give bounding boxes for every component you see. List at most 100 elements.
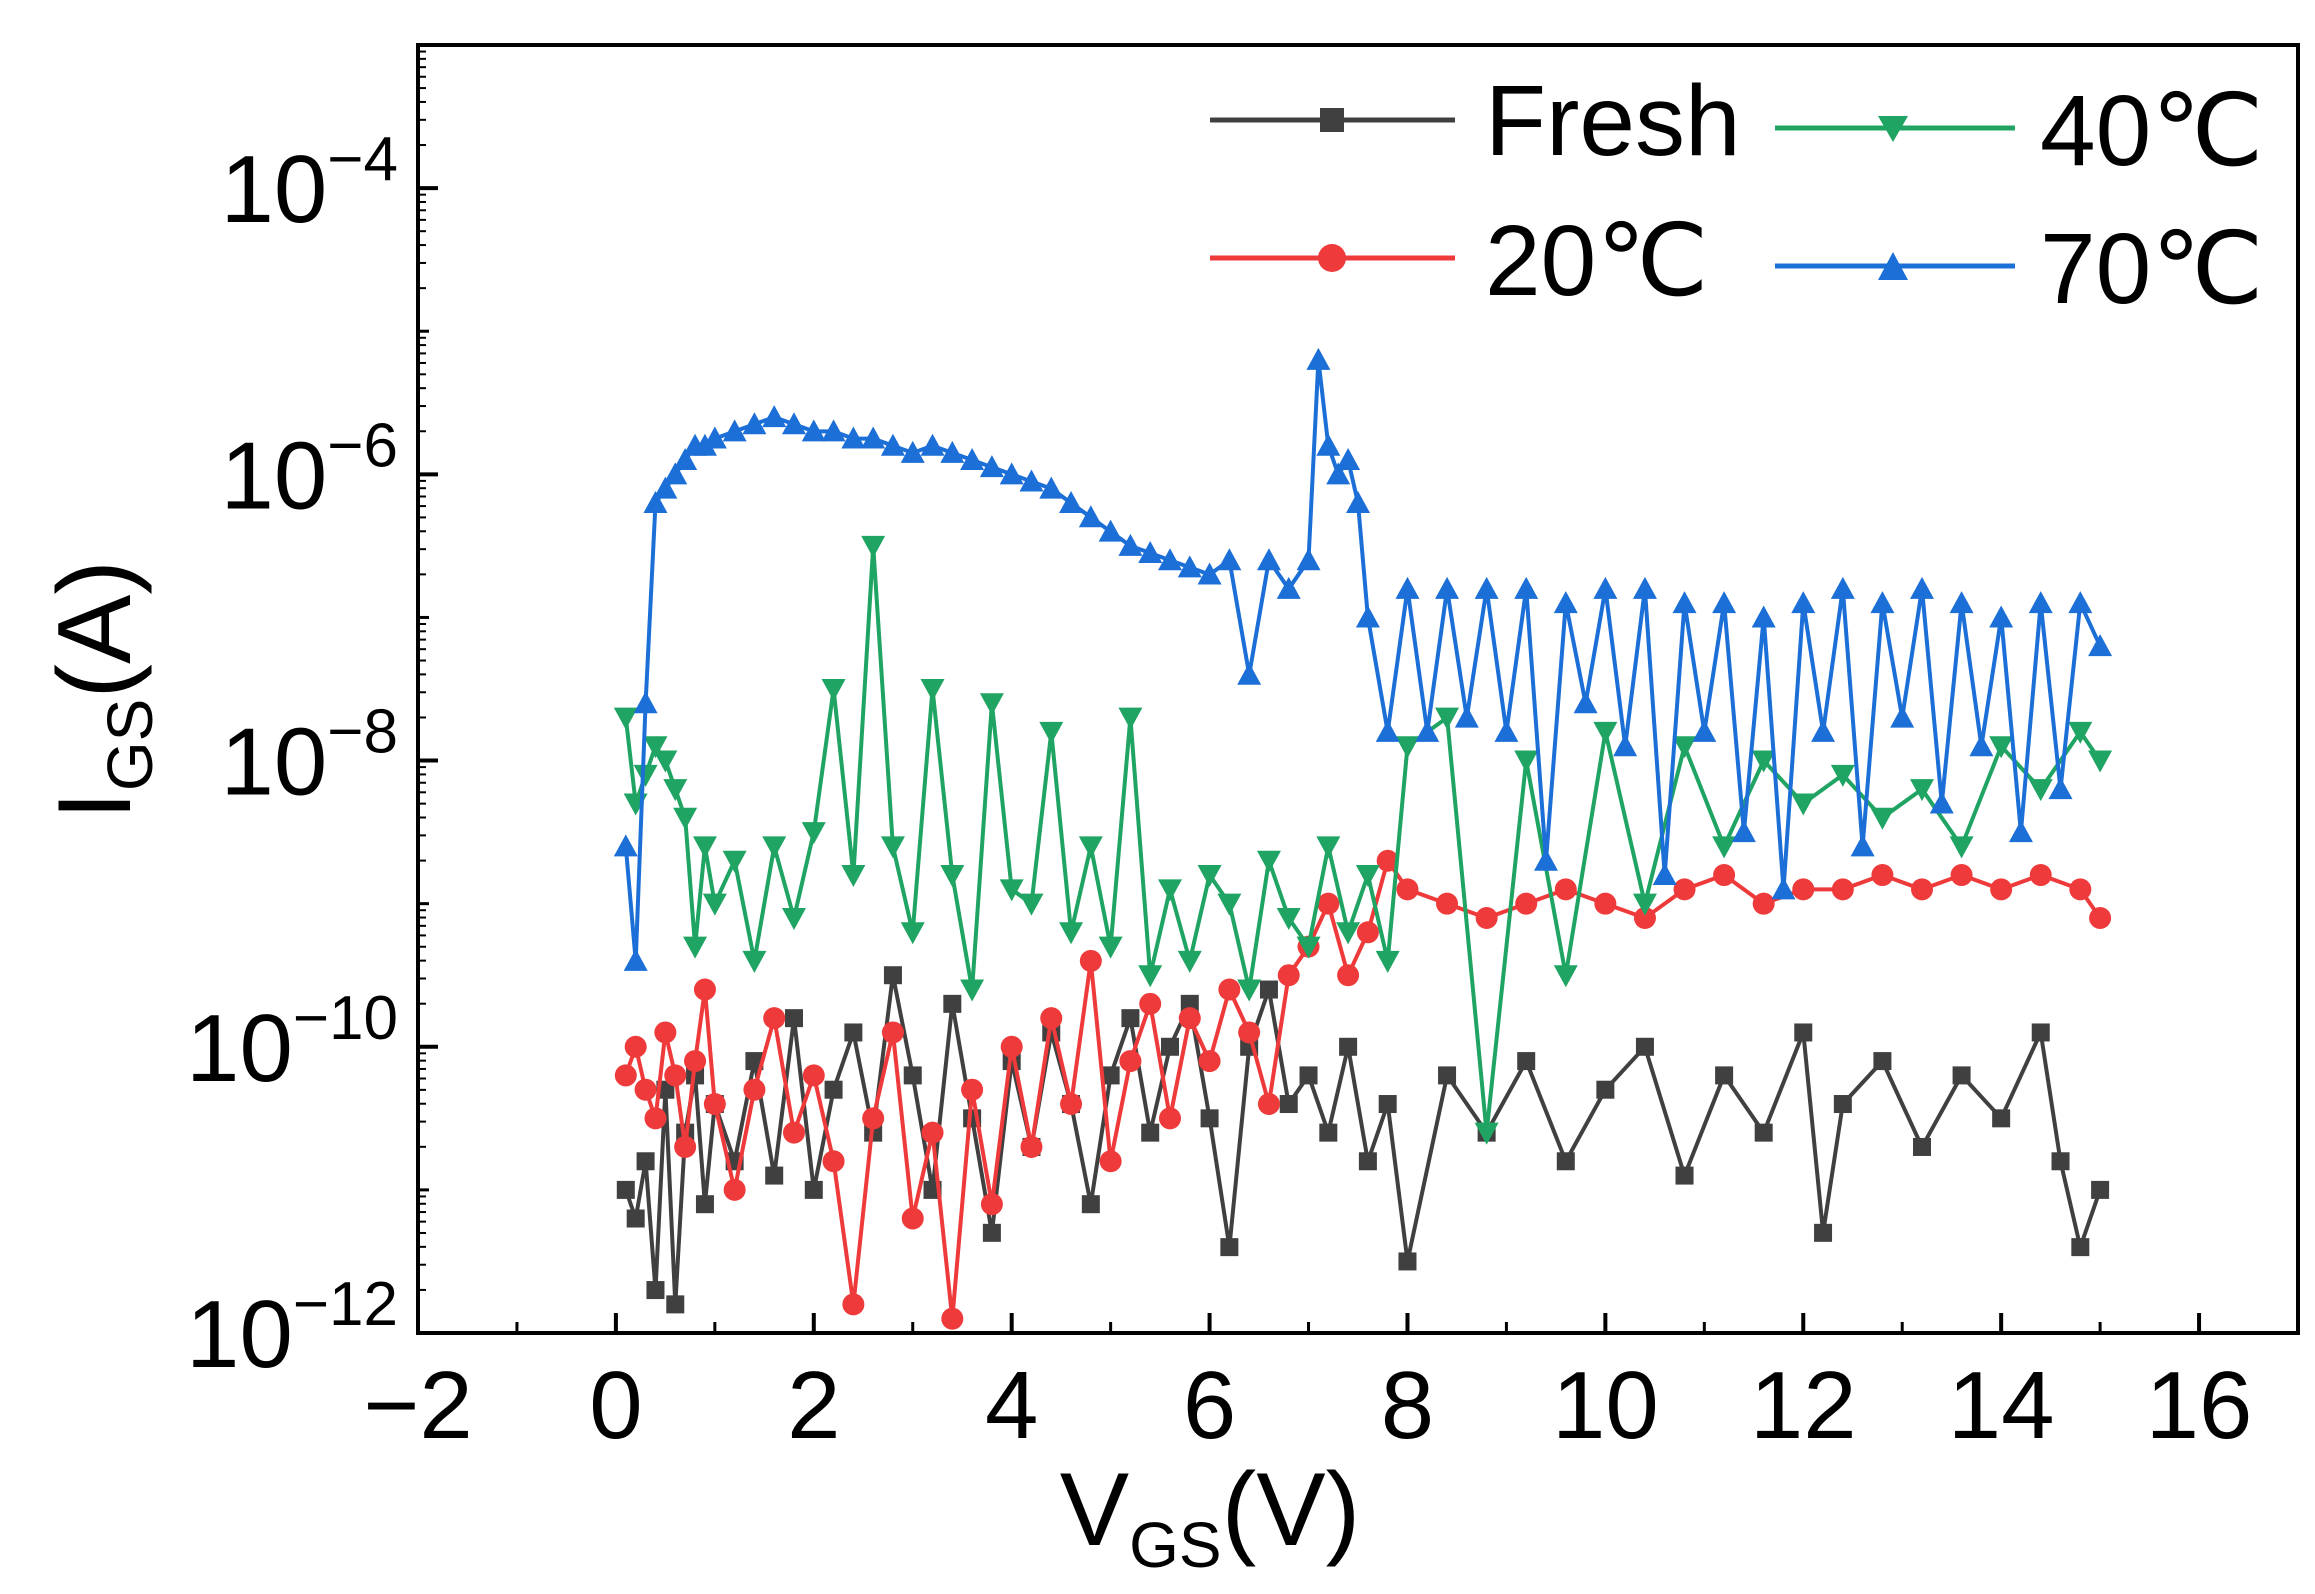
data-point (722, 419, 747, 442)
data-point (1059, 922, 1084, 945)
data-point (743, 1078, 766, 1101)
data-point (1118, 533, 1143, 556)
data-point (1395, 576, 1420, 599)
data-point (1237, 662, 1262, 685)
data-point (1831, 878, 1854, 901)
data-point (1337, 964, 1360, 987)
legend-label-20c: 20℃ (1485, 205, 1709, 317)
data-point (1358, 1152, 1377, 1171)
data-point (1713, 864, 1736, 887)
data-point (1632, 576, 1657, 599)
data-point (1534, 848, 1558, 871)
data-point (1355, 605, 1380, 628)
data-point (1039, 476, 1064, 499)
data-point (1415, 719, 1440, 742)
x-axis-title-sub: GS (1129, 1509, 1221, 1581)
x-tick-label: 8 (1381, 1352, 1434, 1459)
data-point (1596, 1080, 1615, 1099)
data-point (1138, 965, 1163, 988)
x-tick-label: 14 (1948, 1352, 2055, 1459)
data-point (1969, 734, 1994, 757)
data-point (1830, 576, 1855, 599)
data-point (1119, 1050, 1142, 1073)
data-point (663, 462, 688, 485)
data-point (613, 707, 638, 730)
data-point (1296, 936, 1321, 959)
y-tick-label: 10−8 (221, 698, 398, 816)
data-point (821, 419, 846, 442)
data-point (1436, 892, 1459, 915)
data-point (1317, 892, 1340, 915)
data-point (900, 922, 925, 945)
data-point (1316, 433, 1341, 456)
data-point (1435, 576, 1460, 599)
data-point (1731, 820, 1756, 843)
data-point (1197, 865, 1222, 888)
data-point (1474, 1122, 1499, 1145)
data-point (2088, 634, 2113, 657)
data-point (1121, 1009, 1140, 1028)
data-point (921, 1121, 944, 1144)
data-point (1715, 1066, 1734, 1085)
x-axis-title-main: V (1060, 1452, 1129, 1568)
data-point (1306, 347, 1331, 370)
data-point (801, 419, 826, 442)
data-point (2031, 1023, 2050, 1042)
data-point (979, 693, 1004, 716)
data-point (1870, 807, 1895, 830)
data-point (861, 535, 886, 558)
data-point (1594, 892, 1617, 915)
x-tick-label: 6 (1183, 1352, 1236, 1459)
data-point (1632, 893, 1657, 916)
data-point (1197, 562, 1222, 585)
data-point (2048, 777, 2073, 800)
data-point (1138, 541, 1163, 564)
x-tick-label: 2 (787, 1352, 840, 1459)
data-point (1098, 519, 1123, 542)
data-point (1556, 1152, 1575, 1171)
data-point (1141, 1123, 1160, 1142)
data-point (1299, 1066, 1318, 1085)
data-point (1454, 705, 1479, 728)
x-axis-title-unit: (V) (1222, 1452, 1361, 1568)
data-point (782, 412, 806, 435)
data-point (1989, 736, 2014, 759)
data-point (1952, 1066, 1971, 1085)
data-point (1296, 548, 1321, 571)
x-tick-label: −2 (363, 1352, 472, 1459)
data-point (1517, 1052, 1536, 1071)
data-point (664, 1064, 687, 1087)
data-point (636, 1152, 655, 1171)
data-point (616, 1180, 635, 1199)
legend-marker-triangle-down (1878, 116, 1908, 142)
data-point (1259, 980, 1278, 999)
data-point (1791, 793, 1816, 816)
data-point (1161, 1037, 1179, 1056)
y-tick-label: 10−10 (186, 984, 398, 1102)
data-point (960, 979, 985, 1002)
data-point (881, 1021, 904, 1044)
data-point (1833, 1095, 1852, 1114)
data-point (1515, 892, 1538, 915)
data-point (1198, 1050, 1221, 1073)
legend-entry-fresh: Fresh (1210, 65, 1741, 177)
legend-entry-40c: 40℃ (1775, 75, 2264, 187)
data-point (1256, 850, 1281, 873)
data-point (804, 1180, 823, 1199)
data-point (613, 834, 638, 857)
data-point (1435, 707, 1460, 730)
data-point (1752, 892, 1775, 915)
data-point (1276, 907, 1301, 930)
data-point (1792, 878, 1815, 901)
data-point (2008, 820, 2033, 843)
data-point (821, 679, 846, 701)
data-point (1177, 950, 1202, 973)
data-point (654, 1021, 677, 1044)
y-tick-label: 10−12 (186, 1270, 398, 1388)
data-point (1673, 878, 1696, 901)
data-point (824, 1080, 843, 1099)
data-point (1573, 691, 1598, 714)
data-point (979, 455, 1004, 478)
data-point (2088, 750, 2113, 773)
data-point (1593, 576, 1618, 599)
